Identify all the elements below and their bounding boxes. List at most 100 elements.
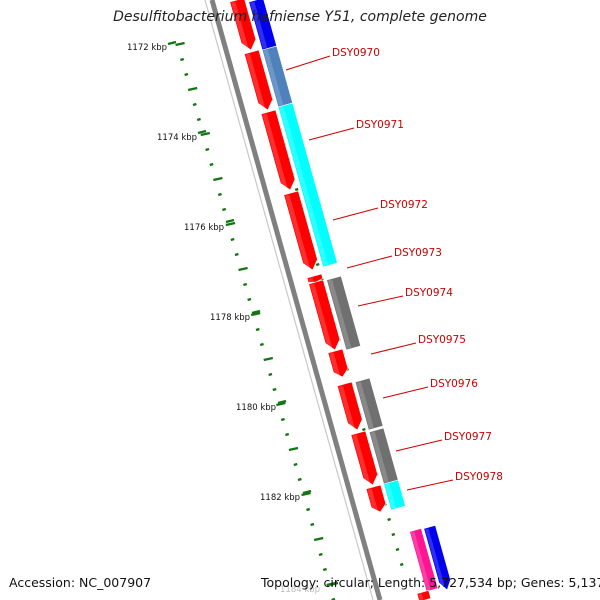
tick-mark-major — [187, 86, 198, 92]
gene-label-leader — [382, 386, 429, 399]
tick-mark-minor — [184, 72, 189, 77]
cds-arrow — [306, 273, 324, 283]
tick-mark-major — [175, 41, 185, 47]
gene-label-leader — [332, 207, 379, 221]
cds-arrow — [229, 0, 257, 51]
outer-tick-mark — [294, 187, 299, 192]
tick-mark-minor — [243, 282, 248, 287]
kbp-tick-label: 1182 kbp — [260, 493, 300, 503]
tick-mark-minor — [297, 477, 302, 482]
gene-label: DSY0977 — [444, 431, 492, 443]
cds-arrow — [365, 484, 387, 513]
backbone-inner-edge — [204, 0, 374, 600]
gc-content-bar — [326, 275, 362, 351]
kbp-tick-mark — [197, 129, 207, 135]
tick-mark-minor — [293, 462, 298, 467]
gene-label: DSY0972 — [380, 199, 428, 211]
tick-mark-minor — [192, 102, 197, 107]
tick-mark-major — [238, 266, 248, 272]
gene-label: DSY0978 — [455, 471, 503, 483]
gene-label: DSY0973 — [394, 247, 442, 259]
tick-mark-minor — [209, 162, 214, 167]
cds-arrow — [327, 348, 349, 378]
feature-pink — [409, 528, 439, 592]
kbp-tick-mark — [251, 309, 261, 315]
tick-mark-major — [263, 356, 274, 362]
cds-arrow-highlight — [338, 385, 356, 431]
cds-arrow — [243, 49, 273, 111]
kbp-tick-mark — [167, 40, 177, 46]
gene-label: DSY0976 — [430, 378, 478, 390]
gc-content-bar — [354, 377, 384, 431]
cds-arrow — [260, 109, 296, 191]
kbp-tick-label: 1174 kbp — [157, 133, 197, 143]
tick-mark-minor — [217, 192, 222, 197]
gene-label: DSY0971 — [356, 119, 404, 131]
gene-label-leader — [370, 342, 417, 355]
kbp-tick-mark — [302, 489, 312, 495]
gene-label: DSY0970 — [332, 47, 380, 59]
cds-arrow-highlight — [308, 277, 314, 283]
tick-labels: 1172 kbp 1174 kbp 1176 kbp 1178 kbp 1180 kbp… — [127, 40, 339, 595]
gc-content-bar-highlight — [263, 49, 284, 106]
gene-label-leader — [406, 479, 454, 491]
kbp-tick-mark — [329, 581, 339, 587]
tick-mark-minor — [222, 207, 227, 212]
tick-mark-major — [225, 221, 236, 227]
kbp-tick-label: 1172 kbp — [127, 43, 167, 53]
tick-mark-minor — [259, 342, 264, 347]
kbp-tick-label: 1180 kbp — [236, 403, 276, 413]
tick-mark-major — [301, 491, 311, 497]
tick-mark-minor — [306, 507, 311, 512]
kbp-tick-label: 1178 kbp — [210, 313, 250, 323]
map-title: Desulfitobacterium hafniense Y51, comple… — [113, 9, 487, 25]
gene-label-leader — [357, 295, 404, 307]
gc-content-bar-highlight — [370, 431, 389, 483]
gc-content-bar-highlight — [384, 483, 397, 509]
gene-label-leader — [346, 255, 393, 269]
gc-content-bar — [277, 102, 338, 268]
kbp-tick-mark — [277, 399, 287, 405]
outer-tick-mark — [362, 427, 366, 432]
tick-mark-minor — [234, 252, 239, 257]
outer-tick-mark — [315, 262, 320, 267]
tick-mark-minor — [180, 57, 185, 62]
outer-tick-mark — [399, 562, 404, 567]
cds-arrow-highlight — [231, 1, 249, 51]
gc-content-bar-highlight — [279, 106, 329, 266]
outer-tick-mark — [387, 517, 391, 522]
tick-mark-minor — [205, 147, 210, 152]
tick-mark-minor — [322, 567, 327, 572]
cds-arrow-highlight — [285, 194, 311, 271]
tick-mark-major — [313, 536, 324, 542]
tick-mark-minor — [272, 387, 277, 392]
cds-arrow-partial-highlight — [418, 593, 424, 600]
cds-arrow-highlight — [262, 113, 289, 191]
tick-mark-major — [213, 176, 223, 182]
gene-label-leader — [285, 55, 331, 71]
outer-tick-mark — [395, 547, 400, 552]
cds-arrow-highlight — [329, 352, 341, 378]
tick-mark-minor — [255, 327, 260, 332]
gene-label-leader — [308, 127, 355, 141]
gene-label: DSY0974 — [405, 287, 453, 299]
tick-mark-minor — [280, 417, 285, 422]
accession-text: Accession: NC_007907 — [9, 575, 152, 590]
kbp-tick-mark — [225, 218, 235, 224]
tick-mark-major — [276, 401, 286, 407]
cds-arrow — [336, 381, 363, 431]
tick-mark-major — [200, 131, 211, 137]
gene-labels: DSY0970 DSY0971 DSY0972 DSY0973 DSY0974 DSY09… — [285, 47, 503, 491]
tick-mark-minor — [247, 297, 252, 302]
cds-arrow — [350, 430, 378, 486]
tick-mark-minor — [310, 522, 315, 527]
tick-mark-major — [250, 311, 261, 317]
tick-mark-major — [288, 446, 299, 452]
cds-arrow-highlight — [245, 53, 266, 111]
cds-arrow-highlight — [309, 283, 333, 351]
cds-arrow-highlight — [352, 434, 371, 486]
outer-tick-mark — [391, 532, 396, 537]
feature-pink-highlight — [410, 531, 431, 591]
tick-mark-minor — [196, 117, 201, 122]
